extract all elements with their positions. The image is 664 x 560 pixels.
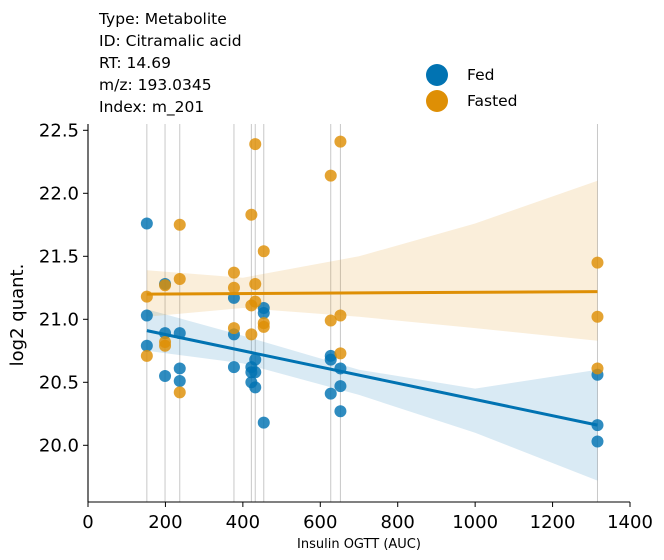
x-tick-label: 0 [82, 512, 93, 533]
point-fed [591, 435, 604, 448]
x-tick-label: 800 [381, 512, 415, 533]
point-fed [334, 380, 347, 393]
regression-lines [146, 290, 598, 427]
point-fasted [173, 386, 186, 399]
x-tick-label: 1400 [607, 512, 653, 533]
point-fasted [227, 266, 240, 279]
y-tick-label: 20.0 [39, 435, 79, 456]
point-fasted [140, 290, 153, 303]
point-fasted [245, 208, 258, 221]
point-fasted [227, 281, 240, 294]
point-fed [173, 375, 186, 388]
x-tick-label: 1200 [530, 512, 576, 533]
info-id: ID: Citramalic acid [99, 32, 242, 50]
axes [87, 124, 630, 503]
point-fasted [227, 322, 240, 335]
point-fasted [591, 310, 604, 323]
point-fed [159, 370, 172, 382]
point-fed [324, 387, 337, 400]
info-type: Type: Metabolite [99, 10, 227, 28]
x-axis-ticks: 0 200 400 600 800 1000 1200 1400 [82, 502, 653, 533]
point-fed [249, 381, 262, 394]
x-tick-label: 200 [148, 512, 182, 533]
point-fed [249, 353, 262, 366]
legend-marker-fed [426, 64, 448, 86]
point-fasted [257, 320, 270, 333]
point-fed [324, 353, 337, 366]
legend-marker-fasted [426, 90, 448, 112]
point-fed [140, 339, 153, 352]
x-tick-label: 400 [226, 512, 260, 533]
y-tick-label: 22.5 [39, 120, 79, 141]
point-fed [257, 416, 270, 429]
legend-item-fasted: Fasted [426, 88, 518, 114]
legend: Fed Fasted [426, 62, 518, 114]
point-fasted [324, 314, 337, 327]
point-fed [140, 217, 153, 230]
confidence-band-fasted [146, 180, 598, 341]
point-fasted [249, 138, 262, 151]
point-fasted [249, 295, 262, 308]
x-tick-label: 1000 [452, 512, 498, 533]
point-fasted [591, 362, 604, 375]
metabolite-info: Type: Metabolite ID: Citramalic acid RT:… [99, 8, 242, 118]
point-fasted [159, 279, 172, 292]
y-tick-label: 21.0 [39, 309, 79, 330]
point-fasted [173, 272, 186, 285]
info-rt: RT: 14.69 [99, 54, 171, 72]
regression-line-fasted [146, 290, 598, 296]
legend-label-fasted: Fasted [467, 92, 518, 110]
point-fed [173, 362, 186, 375]
point-fasted [173, 218, 186, 231]
point-fasted [249, 278, 262, 291]
point-fed [257, 307, 270, 319]
legend-label-fed: Fed [467, 66, 495, 84]
legend-item-fed: Fed [426, 62, 518, 88]
info-mz: m/z: 193.0345 [99, 76, 212, 94]
y-axis-ticks: 20.0 20.5 21.0 21.5 22.0 22.5 [39, 120, 88, 456]
point-fasted [591, 256, 604, 269]
point-fasted [334, 347, 347, 360]
point-fasted [334, 135, 347, 148]
info-index: Index: m_201 [99, 98, 205, 116]
point-fed [140, 309, 153, 322]
x-tick-label: 600 [303, 512, 337, 533]
y-tick-label: 20.5 [39, 372, 79, 393]
y-tick-label: 22.0 [39, 183, 79, 204]
point-fasted [245, 328, 258, 341]
data-points [140, 135, 604, 448]
y-axis-title: log2 quant. [7, 264, 28, 367]
confidence-band-fed [146, 309, 598, 481]
point-fed [249, 366, 262, 379]
y-tick-label: 21.5 [39, 246, 79, 267]
point-fasted [324, 169, 337, 182]
point-fasted [257, 245, 270, 258]
regression-line-fed [146, 329, 598, 427]
point-fasted [159, 339, 172, 352]
point-fasted [334, 309, 347, 322]
point-fasted [140, 349, 153, 362]
x-axis-title: Insulin OGTT (AUC) [297, 537, 421, 552]
confidence-bands [146, 180, 598, 481]
point-fed [334, 405, 347, 418]
point-fed [227, 361, 240, 374]
